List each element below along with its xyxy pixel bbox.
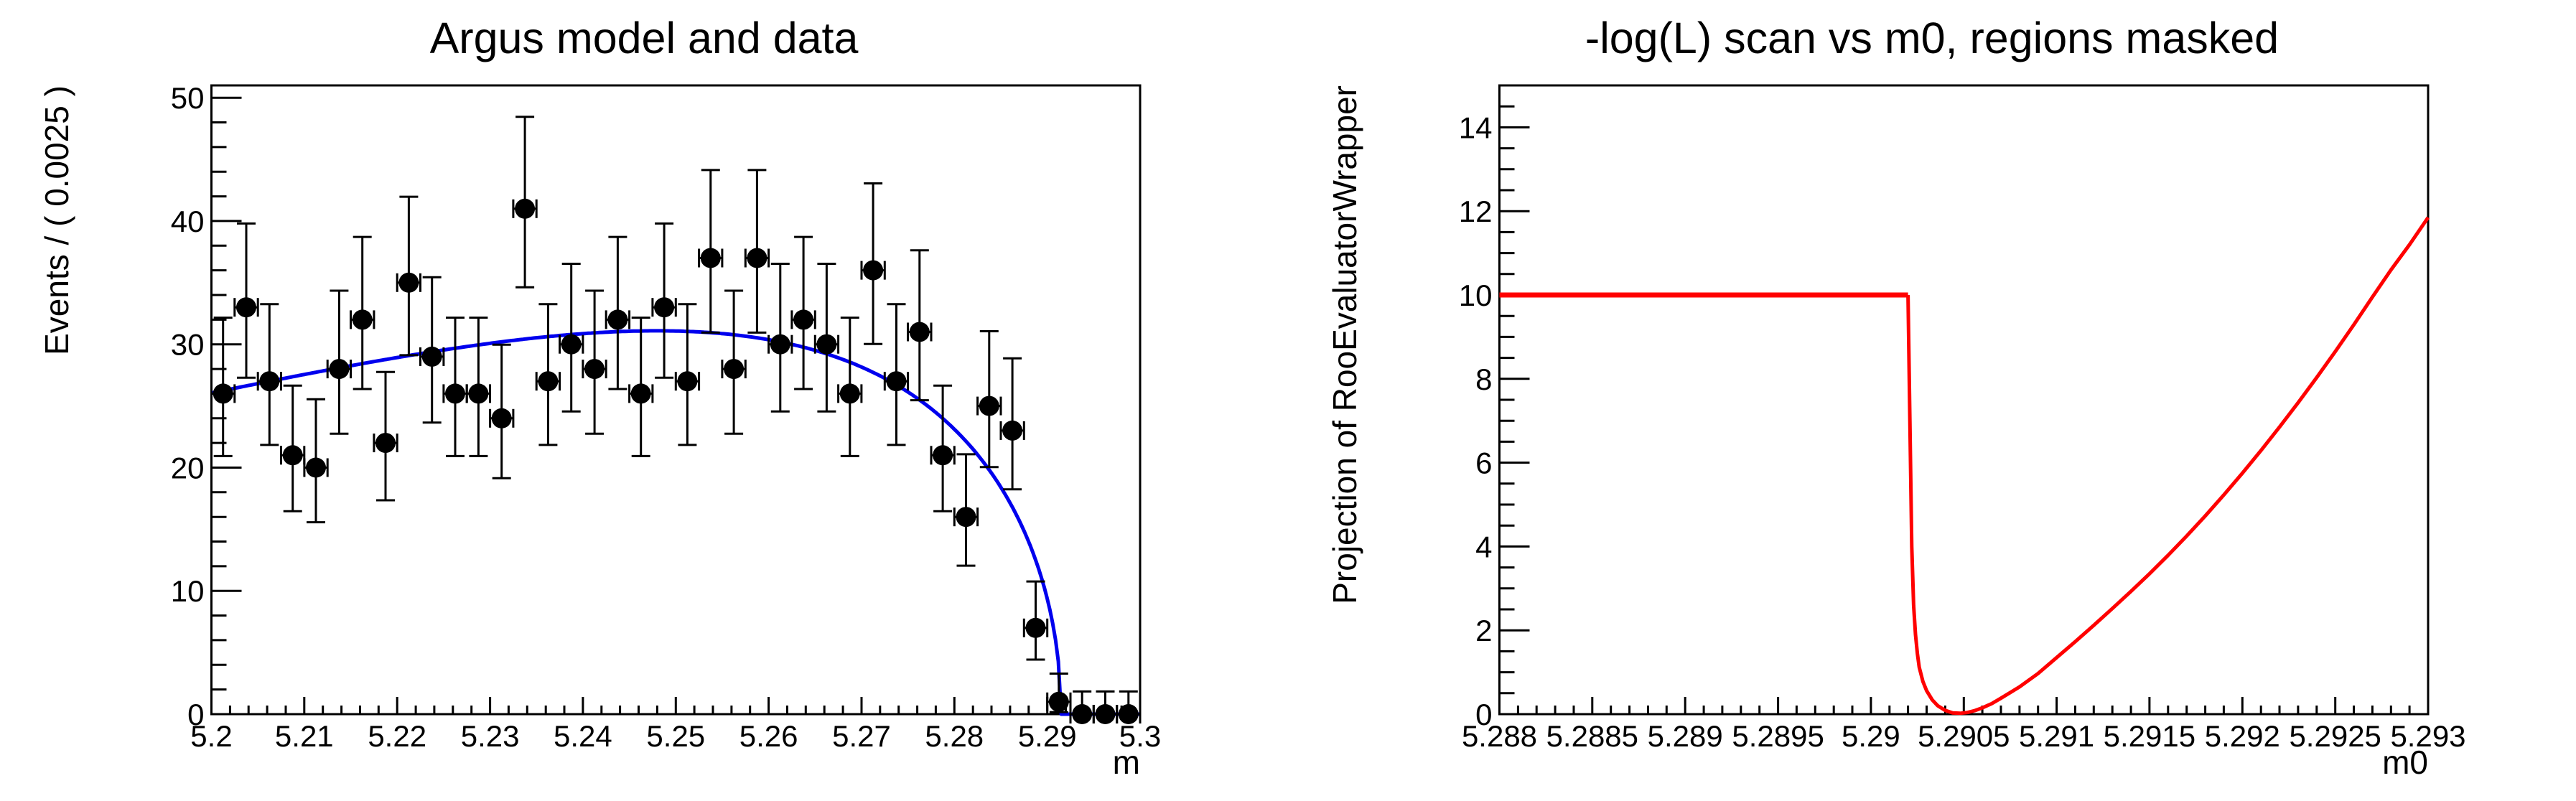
x-tick-label: 5.2915 xyxy=(2104,719,2195,753)
data-point xyxy=(445,383,465,404)
y-tick-label: 0 xyxy=(1475,698,1492,731)
x-tick-label: 5.26 xyxy=(739,719,798,753)
data-point xyxy=(213,383,233,404)
x-tick-label: 5.291 xyxy=(2019,719,2094,753)
y-tick-label: 50 xyxy=(171,81,205,115)
y-tick-label: 0 xyxy=(187,698,204,731)
x-tick-label: 5.27 xyxy=(832,719,891,753)
data-point xyxy=(306,457,326,478)
y-tick-label: 14 xyxy=(1459,111,1493,144)
x-tick-label: 5.29 xyxy=(1842,719,1900,753)
data-point xyxy=(329,359,350,380)
x-tick-label: 5.2905 xyxy=(1918,719,2010,753)
x-tick-label: 5.29 xyxy=(1018,719,1077,753)
y-tick-label: 10 xyxy=(1459,278,1493,312)
data-point xyxy=(561,334,582,355)
y-tick-label: 40 xyxy=(171,205,205,238)
data-point xyxy=(1072,704,1093,724)
data-point xyxy=(630,383,651,404)
data-point xyxy=(654,297,675,318)
argus-fit-curve xyxy=(210,329,1140,716)
data-point xyxy=(398,272,419,293)
plot-title: -log(L) scan vs m0, regions masked xyxy=(1585,14,2279,62)
pad-nll-scan: 5.288 5.2885 5.289 5.2895 5.29 5.2905 5.291 5.2… xyxy=(1288,0,2576,801)
x-tick-label: 5.28 xyxy=(925,719,984,753)
y-axis-title: Projection of RooEvaluatorWrapper xyxy=(1326,85,1363,604)
x-tick-label: 5.2 xyxy=(190,719,232,753)
argus-plot-area: 5.2 5.21 5.22 5.23 5.24 5.25 5.26 5.27 5.28 5.29 5… xyxy=(171,81,1161,753)
x-tick-label: 5.23 xyxy=(461,719,520,753)
data-point xyxy=(375,433,396,454)
y-tick-label: 4 xyxy=(1475,530,1492,563)
x-tick-label: 5.25 xyxy=(646,719,705,753)
data-point xyxy=(1095,704,1116,724)
data-point xyxy=(886,371,907,392)
y-axis-title: Events / ( 0.0025 ) xyxy=(38,85,75,355)
data-point xyxy=(236,297,256,318)
data-point xyxy=(259,371,280,392)
x-tick-label: 5.2895 xyxy=(1732,719,1824,753)
x-axis-title: m xyxy=(1113,744,1140,781)
y-tick-label: 20 xyxy=(171,451,205,485)
plot-frame xyxy=(1498,84,2430,716)
data-point xyxy=(863,260,884,281)
data-point xyxy=(282,445,303,466)
data-point xyxy=(700,248,721,268)
plot-title: Argus model and data xyxy=(430,14,859,62)
y-tick-label: 30 xyxy=(171,328,205,362)
data-point xyxy=(677,371,698,392)
x-tick-label: 5.24 xyxy=(554,719,612,753)
data-point xyxy=(352,309,373,330)
y-tick-label: 12 xyxy=(1459,195,1493,228)
x-tick-label: 5.3 xyxy=(1119,719,1161,753)
x-tick-label: 5.292 xyxy=(2205,719,2280,753)
data-point xyxy=(839,383,860,404)
x-tick-label: 5.288 xyxy=(1462,719,1537,753)
data-point xyxy=(793,309,814,330)
data-point xyxy=(909,322,930,342)
x-tick-label: 5.2885 xyxy=(1546,719,1638,753)
nll-plot-area: 5.288 5.2885 5.289 5.2895 5.29 5.2905 5.291 5.2… xyxy=(1459,84,2466,753)
data-point xyxy=(933,445,953,466)
y-tick-label: 2 xyxy=(1475,614,1492,647)
data-point xyxy=(421,346,442,367)
x-tick-label: 5.293 xyxy=(2390,719,2465,753)
pad-argus-model: 5.2 5.21 5.22 5.23 5.24 5.25 5.26 5.27 5.28 5.29 5… xyxy=(38,14,1161,781)
x-tick-label: 5.21 xyxy=(275,719,334,753)
data-point xyxy=(515,198,536,219)
data-point xyxy=(538,371,559,392)
data-point xyxy=(607,309,628,330)
x-axis-title: m0 xyxy=(2382,744,2428,781)
data-point xyxy=(770,334,790,355)
y-tick-label: 8 xyxy=(1475,362,1492,396)
data-point xyxy=(747,248,767,268)
data-point xyxy=(1025,617,1046,638)
data-point xyxy=(1048,691,1069,712)
data-point xyxy=(584,359,605,380)
x-tick-label: 5.2925 xyxy=(2289,719,2381,753)
x-tick-label: 5.289 xyxy=(1648,719,1723,753)
data-point xyxy=(491,408,512,428)
x-tick-label: 5.22 xyxy=(368,719,426,753)
data-point xyxy=(724,359,745,380)
nll-scan-curve xyxy=(1906,216,2430,716)
data-point xyxy=(956,507,976,528)
y-tick-label: 6 xyxy=(1475,446,1492,480)
y-tick-label: 10 xyxy=(171,574,205,608)
data-point xyxy=(1002,420,1023,441)
data-point xyxy=(468,383,489,404)
data-point xyxy=(979,395,999,416)
nll-plot-svg: 5.288 5.2885 5.289 5.2895 5.29 5.2905 5.291 5.2… xyxy=(1326,14,2466,781)
argus-plot-svg: 5.2 5.21 5.22 5.23 5.24 5.25 5.26 5.27 5.28 5.29 5… xyxy=(38,14,1161,781)
data-point xyxy=(816,334,837,355)
data-point xyxy=(1118,704,1139,724)
